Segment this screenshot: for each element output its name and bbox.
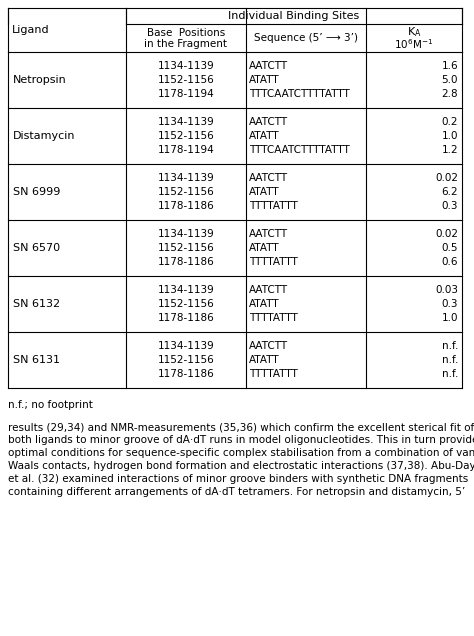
- Text: Netropsin: Netropsin: [13, 75, 67, 85]
- Text: 0.3: 0.3: [441, 299, 458, 309]
- Text: 1134-1139: 1134-1139: [158, 117, 214, 127]
- Text: ATATT: ATATT: [249, 131, 280, 141]
- Text: TTTCAATCTTTTATTT: TTTCAATCTTTTATTT: [249, 145, 350, 155]
- Text: 1152-1156: 1152-1156: [158, 131, 214, 141]
- Text: SN 6999: SN 6999: [13, 187, 60, 197]
- Text: 2.8: 2.8: [441, 89, 458, 99]
- Text: 1178-1186: 1178-1186: [158, 369, 214, 379]
- Text: 1.0: 1.0: [441, 313, 458, 323]
- Text: SN 6131: SN 6131: [13, 355, 60, 365]
- Text: 0.3: 0.3: [441, 201, 458, 211]
- Text: 0.02: 0.02: [435, 229, 458, 239]
- Text: both ligands to minor groove of dA·dT runs in model oligonucleotides. This in tu: both ligands to minor groove of dA·dT ru…: [8, 435, 474, 445]
- Text: 1134-1139: 1134-1139: [158, 341, 214, 351]
- Text: 6.2: 6.2: [441, 187, 458, 197]
- Text: 1134-1139: 1134-1139: [158, 229, 214, 239]
- Text: Sequence (5’ ⟶ 3’): Sequence (5’ ⟶ 3’): [254, 33, 358, 43]
- Text: et al. (32) examined interactions of minor groove binders with synthetic DNA fra: et al. (32) examined interactions of min…: [8, 474, 468, 484]
- Text: 1152-1156: 1152-1156: [158, 243, 214, 253]
- Text: 0.6: 0.6: [441, 257, 458, 267]
- Text: 1152-1156: 1152-1156: [158, 75, 214, 85]
- Text: ATATT: ATATT: [249, 187, 280, 197]
- Text: 0.2: 0.2: [441, 117, 458, 127]
- Text: ATATT: ATATT: [249, 299, 280, 309]
- Text: containing different arrangements of dA·dT tetramers. For netropsin and distamyc: containing different arrangements of dA·…: [8, 487, 465, 497]
- Text: AATCTT: AATCTT: [249, 229, 288, 239]
- Text: TTTCAATCTTTTATTT: TTTCAATCTTTTATTT: [249, 89, 350, 99]
- Text: SN 6570: SN 6570: [13, 243, 60, 253]
- Text: 1.6: 1.6: [441, 61, 458, 71]
- Text: K$_\mathregular{A}$: K$_\mathregular{A}$: [407, 25, 421, 39]
- Text: n.f.; no footprint: n.f.; no footprint: [8, 400, 93, 410]
- Text: AATCTT: AATCTT: [249, 173, 288, 183]
- Text: 1134-1139: 1134-1139: [158, 61, 214, 71]
- Text: Waals contacts, hydrogen bond formation and electrostatic interactions (37,38). : Waals contacts, hydrogen bond formation …: [8, 461, 474, 471]
- Text: n.f.: n.f.: [442, 341, 458, 351]
- Text: 0.02: 0.02: [435, 173, 458, 183]
- Text: AATCTT: AATCTT: [249, 117, 288, 127]
- Text: TTTTATTT: TTTTATTT: [249, 201, 298, 211]
- Text: AATCTT: AATCTT: [249, 61, 288, 71]
- Text: Individual Binding Sites: Individual Binding Sites: [228, 11, 360, 21]
- Text: n.f.: n.f.: [442, 369, 458, 379]
- Text: Distamycin: Distamycin: [13, 131, 75, 141]
- Text: Base  Positions: Base Positions: [147, 28, 225, 38]
- Text: 1134-1139: 1134-1139: [158, 285, 214, 295]
- Text: 1178-1186: 1178-1186: [158, 257, 214, 267]
- Text: TTTTATTT: TTTTATTT: [249, 257, 298, 267]
- Text: 1.0: 1.0: [441, 131, 458, 141]
- Text: 1178-1186: 1178-1186: [158, 313, 214, 323]
- Text: TTTTATTT: TTTTATTT: [249, 313, 298, 323]
- Text: ATATT: ATATT: [249, 355, 280, 365]
- Text: 1.2: 1.2: [441, 145, 458, 155]
- Text: AATCTT: AATCTT: [249, 285, 288, 295]
- Text: ATATT: ATATT: [249, 243, 280, 253]
- Text: 0.03: 0.03: [435, 285, 458, 295]
- Text: results (29,34) and NMR-measurements (35,36) which confirm the excellent sterica: results (29,34) and NMR-measurements (35…: [8, 422, 474, 432]
- Text: ATATT: ATATT: [249, 75, 280, 85]
- Text: in the Fragment: in the Fragment: [145, 39, 228, 49]
- Text: 1134-1139: 1134-1139: [158, 173, 214, 183]
- Text: SN 6132: SN 6132: [13, 299, 60, 309]
- Text: 10$^6$M$^{-1}$: 10$^6$M$^{-1}$: [394, 37, 434, 51]
- Text: 1152-1156: 1152-1156: [158, 187, 214, 197]
- Text: TTTTATTT: TTTTATTT: [249, 369, 298, 379]
- Text: optimal conditions for sequence-specific complex stabilisation from a combinatio: optimal conditions for sequence-specific…: [8, 448, 474, 458]
- Text: 1178-1194: 1178-1194: [158, 145, 214, 155]
- Text: 1152-1156: 1152-1156: [158, 355, 214, 365]
- Text: 5.0: 5.0: [441, 75, 458, 85]
- Text: AATCTT: AATCTT: [249, 341, 288, 351]
- Text: 1152-1156: 1152-1156: [158, 299, 214, 309]
- Text: 0.5: 0.5: [441, 243, 458, 253]
- Text: Ligand: Ligand: [12, 25, 50, 35]
- Text: 1178-1186: 1178-1186: [158, 201, 214, 211]
- Text: n.f.: n.f.: [442, 355, 458, 365]
- Text: 1178-1194: 1178-1194: [158, 89, 214, 99]
